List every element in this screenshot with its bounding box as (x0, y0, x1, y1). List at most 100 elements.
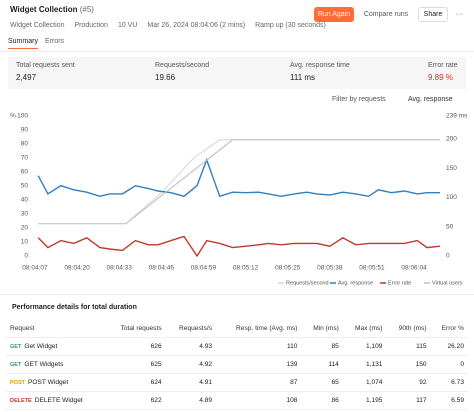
table-title: Performance details for total duration (12, 304, 137, 311)
cell: 86 (301, 391, 343, 410)
compare-runs[interactable]: Compare runs (363, 11, 409, 18)
stat-label: Error rate (428, 62, 458, 69)
method: POST (10, 380, 25, 386)
stat-value: 19.66 (155, 73, 176, 82)
legend-label: Error rate (388, 280, 411, 286)
header-row: Request Total requests Requests/s Resp. tim… (6, 320, 468, 338)
series-line (125, 139, 440, 225)
row: DELETE DELETE Widget 622 4.89 108 86 1,195 117 6… (6, 391, 468, 410)
column-header: Max (ms) (342, 320, 387, 338)
cell-text: 1,074 (365, 379, 383, 386)
run-number: (#5) (79, 5, 94, 14)
cell: 4.93 (165, 337, 217, 356)
cell: 1,109 (342, 337, 387, 356)
stat-value: 2,497 (16, 73, 37, 82)
divider (0, 51, 474, 52)
column-header: Requests/s (165, 320, 217, 338)
x-tick-label: 08:05:25 (275, 265, 301, 272)
y-tick-label: 40 (21, 197, 29, 204)
filter[interactable]: Avg. response (408, 96, 453, 103)
cell: 1,131 (342, 355, 387, 374)
tab[interactable]: Summary (8, 38, 38, 49)
x-tick-label: 08:05:51 (359, 265, 385, 272)
cell-text: 108 (286, 397, 298, 404)
column-header: Error % (430, 320, 468, 338)
cell: 6.59 (430, 391, 468, 410)
y-unit: % (10, 113, 16, 120)
cell-text: 86 (331, 397, 339, 404)
cell: 1,195 (342, 391, 387, 410)
cell: 4.91 (165, 373, 217, 392)
share[interactable]: Share (418, 7, 448, 22)
meta-item: Ramp up (30 seconds) (255, 22, 326, 29)
y2-tick-label: 150 (446, 165, 457, 172)
tab[interactable]: Errors (45, 38, 65, 45)
x-tick-label: 08:04:59 (191, 265, 217, 272)
cell: 622 (105, 391, 166, 410)
meta-item: Widget Collection (10, 22, 65, 29)
legend-label: Virtual users (432, 280, 463, 286)
legend-label: Requests/second (286, 280, 329, 286)
cell-text: 6.73 (451, 379, 464, 386)
y-tick-label: 10 (21, 239, 29, 246)
x-tick-label: 08:04:20 (64, 265, 90, 272)
y2-tick-label: 200 (446, 136, 457, 143)
cell: 114 (301, 355, 343, 374)
series-line (37, 235, 441, 258)
y2-tick-label: 100 (446, 194, 457, 201)
cell-text: Get Widget (24, 343, 58, 350)
cell: 92 (386, 373, 431, 392)
cell: POST POST Widget (6, 373, 106, 392)
cell: 624 (105, 373, 166, 392)
cell-text: 115 (416, 343, 427, 350)
cell-text: 65 (331, 379, 339, 386)
cell-text: 1,195 (365, 397, 383, 404)
method: GET (10, 362, 22, 368)
cell-text: POST Widget (27, 379, 69, 386)
cell-text: 92 (419, 379, 427, 386)
cell: 4.92 (165, 355, 217, 374)
cell: 625 (105, 355, 166, 374)
y-tick-label: 0 (24, 253, 28, 260)
cell-text: DELETE Widget (34, 397, 83, 404)
cell-text: 87 (290, 379, 298, 386)
y-tick-label: 50 (21, 183, 29, 190)
title-text: Widget Collection (10, 5, 78, 14)
cell: 0 (430, 355, 468, 374)
cell: 626 (105, 337, 166, 356)
row: POST POST Widget 624 4.91 87 65 1,074 92 6.73 (6, 373, 468, 392)
cell: 110 (216, 337, 302, 356)
method: DELETE (10, 398, 32, 404)
cell-text: 626 (150, 343, 162, 350)
y-tick-label: 30 (21, 211, 29, 218)
x-tick-label: 08:05:12 (233, 265, 259, 272)
y-tick-label: 70 (21, 155, 29, 162)
cell: 6.73 (430, 373, 468, 392)
row: GET GET Widgets 625 4.92 139 114 1,131 150 0 (6, 355, 468, 374)
series-line (37, 157, 440, 198)
cell-text: 6.59 (451, 397, 464, 404)
y-tick-label: 60 (21, 169, 29, 176)
row: GET Get Widget 626 4.93 110 85 1,109 115 26.20 (6, 337, 468, 356)
cell-text: 117 (416, 397, 427, 404)
y-tick-label: 100 (17, 113, 28, 120)
cell: 26.20 (430, 337, 468, 356)
meta-item: Production (74, 22, 108, 29)
more[interactable]: ··· (455, 11, 463, 18)
stat-label: Requests/second (155, 62, 210, 69)
cell-text: 1,131 (365, 361, 383, 368)
meta: Widget Collection Production 10 VU Mar 26, … (10, 22, 326, 29)
y-tick-label: 80 (21, 141, 29, 148)
column-header: 90th (ms) (386, 320, 431, 338)
run-again[interactable]: Run Again (314, 7, 354, 22)
cell-text: 85 (331, 343, 339, 350)
cell: 85 (301, 337, 343, 356)
cell: 117 (386, 391, 431, 410)
y2-tick-label: 0 (446, 253, 450, 260)
x-tick-label: 08:04:46 (149, 265, 175, 272)
cell-text: 26.20 (447, 343, 464, 350)
column-header: Resp. time (Avg. ms) (216, 320, 302, 338)
cell: GET GET Widgets (6, 355, 106, 374)
cell-text: 150 (415, 361, 427, 368)
filter[interactable]: Filter by requests (332, 96, 386, 103)
